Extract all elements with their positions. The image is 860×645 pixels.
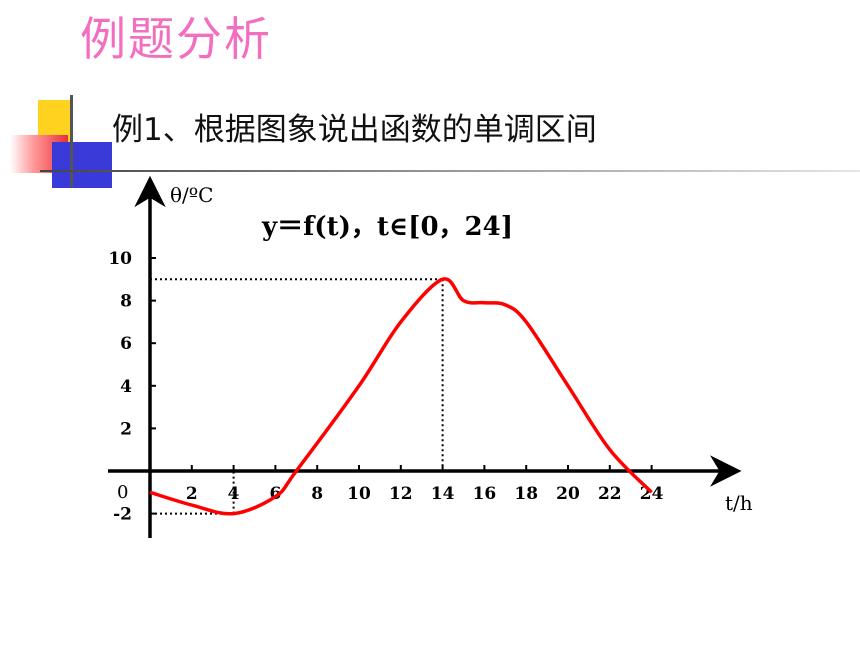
- x-tick-label: 8: [311, 484, 323, 504]
- x-tick-label: 16: [473, 484, 497, 504]
- y-tick-label: 8: [120, 292, 132, 312]
- x-tick-label: 22: [598, 484, 622, 504]
- example-title: 例1、根据图象说出函数的单调区间: [112, 112, 597, 148]
- y-axis-label: θ/ºC: [170, 183, 214, 207]
- x-tick-label: 20: [556, 484, 580, 504]
- x-tick-label: 2: [186, 484, 198, 504]
- x-tick-label: 6: [269, 484, 281, 504]
- function-definition-label: y＝f(t)，t∈[0，24]: [262, 212, 514, 242]
- y-tick-label: 6: [120, 334, 132, 354]
- blue-square-decoration: [52, 142, 112, 188]
- y-tick-label: 2: [120, 419, 132, 439]
- x-tick-label: 10: [347, 484, 371, 504]
- origin-label: 0: [117, 482, 128, 503]
- x-tick-label: 14: [431, 484, 455, 504]
- section-title: 例题分析: [80, 12, 272, 66]
- x-tick-label: 18: [514, 484, 538, 504]
- x-axis-label: t/h: [725, 491, 753, 515]
- function-curve: [149, 277, 653, 516]
- vertical-rule-decoration: [70, 95, 73, 187]
- guide-lines: [150, 278, 444, 515]
- x-tick-label: 4: [228, 484, 240, 504]
- x-tick-label: 12: [389, 484, 413, 504]
- y-tick-label: 10: [108, 249, 132, 269]
- horizontal-rule-decoration: [40, 170, 860, 172]
- x-tick-label: 24: [640, 484, 664, 504]
- y-tick-label: -2: [113, 505, 132, 525]
- y-tick-label: 4: [120, 377, 132, 397]
